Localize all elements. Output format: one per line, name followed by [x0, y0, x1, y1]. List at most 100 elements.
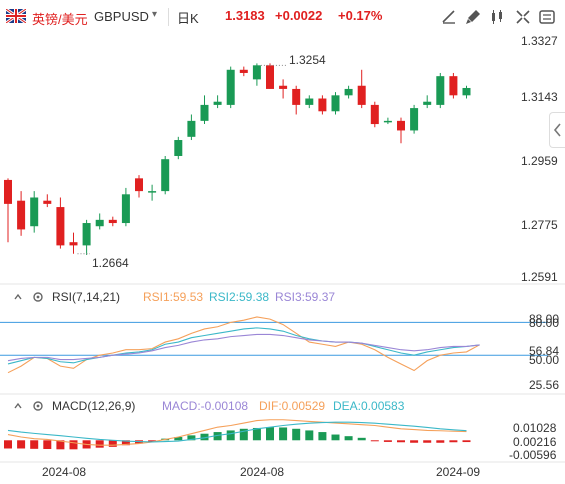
- candle-body: [397, 120, 405, 131]
- y-tick-label: 1.2775: [521, 218, 558, 232]
- fullscreen-icon[interactable]: [514, 8, 532, 26]
- candle-body: [4, 179, 12, 204]
- pair-code-selector[interactable]: GBPUSD: [94, 9, 149, 24]
- candle-body: [82, 223, 91, 246]
- dif-line: [7, 419, 467, 446]
- low-price-marker: 1.2664: [92, 256, 129, 270]
- macd-bar: [226, 430, 235, 441]
- macd-bar: [436, 440, 445, 443]
- pair-name: 英镑/美元: [32, 12, 88, 27]
- macd-tick-label: 0.01028: [513, 421, 557, 435]
- candle-body: [121, 194, 130, 224]
- candle-body: [449, 76, 458, 96]
- candle-body: [357, 85, 366, 105]
- y-tick-label: 1.2959: [521, 154, 558, 168]
- macd-bar: [331, 434, 340, 441]
- gear-icon[interactable]: [32, 400, 44, 412]
- candle-body: [200, 104, 209, 121]
- rsi-tick-label: 80.00: [529, 316, 560, 330]
- candle-body: [383, 120, 392, 123]
- macd-value: MACD:-0.00108: [162, 399, 249, 413]
- macd-bar: [292, 428, 301, 441]
- last-price: 1.3183: [225, 8, 265, 23]
- candle-body: [279, 85, 288, 89]
- macd-bar: [383, 440, 392, 442]
- rsi-title[interactable]: RSI(7,14,21): [52, 290, 121, 304]
- macd-bar: [187, 435, 196, 441]
- macd-bar: [95, 440, 104, 448]
- candle-body: [305, 98, 314, 105]
- high-price-marker: 1.3254: [289, 53, 326, 67]
- macd-bar: [121, 440, 130, 446]
- y-tick-label: 1.3143: [521, 90, 558, 104]
- candle-body: [95, 219, 104, 227]
- candle-body: [56, 207, 65, 246]
- candle-body: [69, 242, 78, 246]
- candle-body: [17, 200, 26, 230]
- candle-body: [148, 191, 157, 193]
- collapse-icon[interactable]: [12, 291, 24, 303]
- macd-title[interactable]: MACD(12,26,9): [52, 399, 136, 413]
- macd-bar: [462, 440, 471, 443]
- macd-bar: [449, 440, 458, 443]
- chevron-left-icon: [553, 123, 561, 137]
- candle-body: [108, 219, 117, 224]
- rsi3-value: RSI3:59.37: [275, 290, 336, 304]
- macd-bar: [30, 440, 39, 449]
- macd-tick-label: -0.00596: [509, 448, 557, 462]
- rsi-line-2: [7, 327, 480, 365]
- candle-body: [436, 76, 445, 105]
- candle-body: [266, 65, 274, 89]
- price-change-percent: +0.17%: [338, 8, 383, 23]
- macd-bar: [148, 440, 157, 442]
- settings-icon[interactable]: [538, 8, 556, 26]
- x-tick-label: 2024-09: [436, 465, 481, 479]
- uk-flag-icon: [6, 9, 26, 23]
- candle-body: [331, 95, 340, 112]
- dif-value: DIF:0.00529: [259, 399, 326, 413]
- candle-body: [30, 197, 39, 227]
- candle-body: [161, 159, 170, 192]
- chevron-down-icon[interactable]: ▾: [152, 9, 158, 20]
- rsi-tick-label: 88.00: [529, 312, 560, 326]
- macd-bar: [174, 437, 183, 441]
- macd-bar: [318, 432, 327, 441]
- candle-body: [410, 108, 419, 131]
- macd-bar: [17, 440, 26, 449]
- macd-bar: [43, 440, 52, 449]
- macd-bar: [56, 440, 65, 450]
- dea-value: DEA:0.00583: [333, 399, 405, 413]
- macd-bar: [108, 440, 117, 447]
- candle-body: [292, 88, 301, 105]
- candle-body: [462, 87, 471, 96]
- collapse-icon[interactable]: [12, 400, 24, 412]
- divider: [168, 8, 169, 26]
- y-tick-label: 1.3327: [521, 34, 558, 48]
- macd-tick-label: 0.00216: [513, 435, 557, 449]
- gear-icon[interactable]: [32, 291, 44, 303]
- rsi-tick-label: 50.00: [529, 353, 560, 367]
- macd-bar: [423, 440, 432, 443]
- candle-type-icon[interactable]: [488, 8, 506, 26]
- draw-line-icon[interactable]: [440, 8, 458, 26]
- expand-panel-button[interactable]: [549, 112, 565, 148]
- macd-bar: [279, 427, 288, 441]
- chart-header: 英镑/美元 GBPUSD ▾ 日K 1.3183 +0.0022 +0.17%: [0, 0, 565, 34]
- period-selector[interactable]: 日K: [177, 11, 199, 26]
- rsi2-value: RSI2:59.38: [209, 290, 270, 304]
- y-tick-label: 1.2591: [521, 270, 558, 284]
- candle-body: [370, 104, 379, 125]
- brush-icon[interactable]: [464, 8, 482, 26]
- candle-body: [174, 140, 183, 156]
- candle-body: [187, 120, 196, 137]
- macd-bar: [344, 436, 353, 441]
- candle-body: [239, 69, 248, 73]
- macd-bar: [370, 440, 379, 442]
- x-tick-label: 2024-08: [42, 465, 87, 479]
- macd-bar: [305, 430, 314, 441]
- macd-bar: [357, 437, 366, 441]
- macd-bar: [266, 427, 274, 441]
- macd-bar: [69, 440, 78, 450]
- candle-body: [213, 101, 222, 105]
